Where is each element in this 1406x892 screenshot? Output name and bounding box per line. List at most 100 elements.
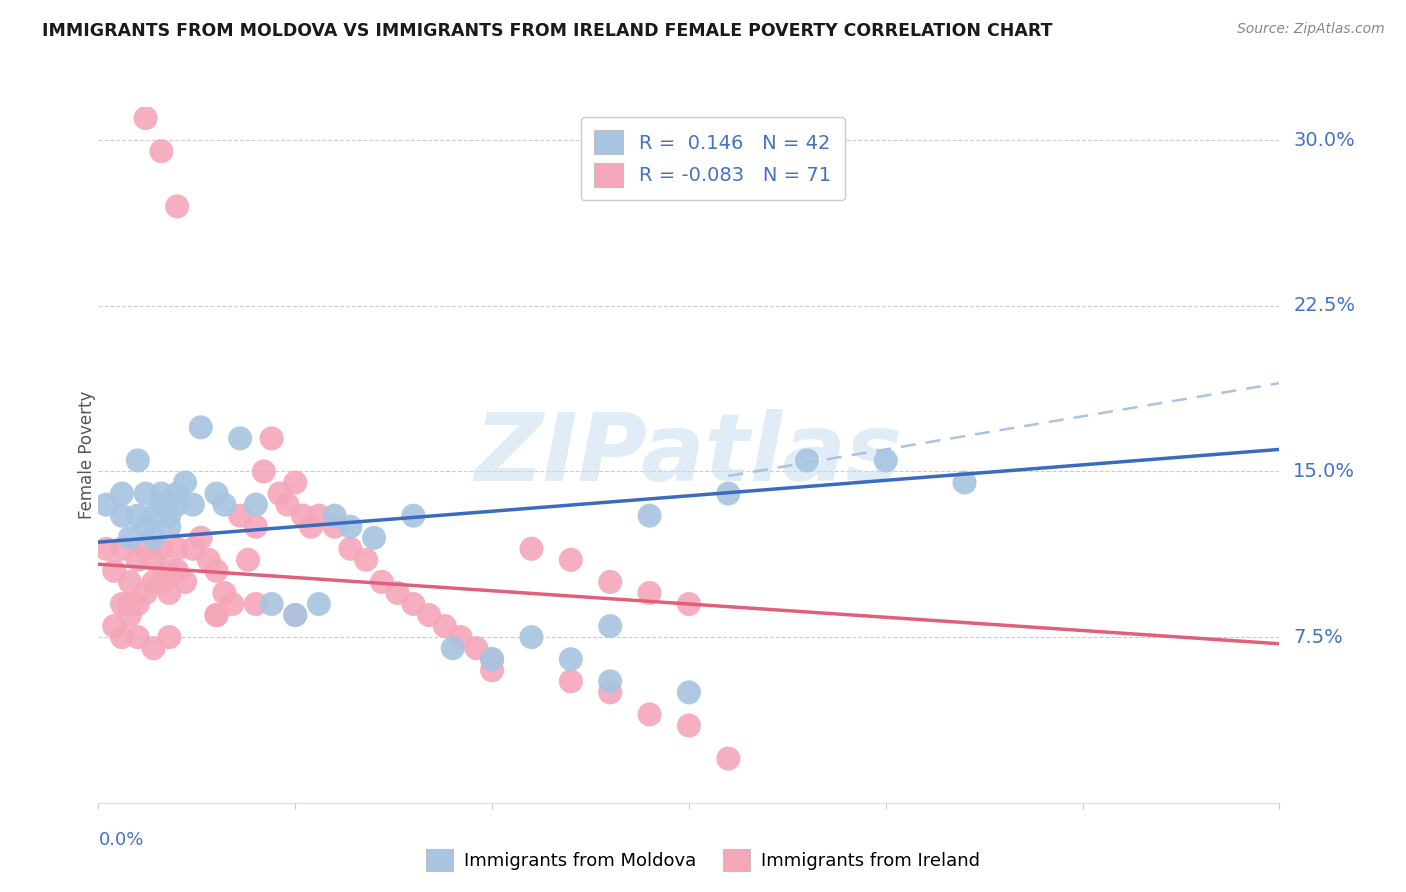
Legend: Immigrants from Moldova, Immigrants from Ireland: Immigrants from Moldova, Immigrants from… bbox=[419, 842, 987, 879]
Point bbox=[174, 475, 197, 490]
Text: IMMIGRANTS FROM MOLDOVA VS IMMIGRANTS FROM IRELAND FEMALE POVERTY CORRELATION CH: IMMIGRANTS FROM MOLDOVA VS IMMIGRANTS FR… bbox=[42, 22, 1053, 40]
Point bbox=[481, 652, 503, 666]
Text: 15.0%: 15.0% bbox=[1294, 462, 1355, 481]
Point bbox=[284, 475, 307, 490]
Point bbox=[560, 674, 582, 689]
Point bbox=[142, 508, 165, 523]
Point bbox=[205, 608, 228, 623]
Point bbox=[157, 630, 180, 644]
Point bbox=[284, 608, 307, 623]
Point bbox=[599, 685, 621, 699]
Point bbox=[371, 574, 394, 589]
Text: Source: ZipAtlas.com: Source: ZipAtlas.com bbox=[1237, 22, 1385, 37]
Text: ZIPatlas: ZIPatlas bbox=[475, 409, 903, 501]
Point bbox=[599, 574, 621, 589]
Point bbox=[387, 586, 409, 600]
Point bbox=[205, 486, 228, 500]
Point bbox=[150, 541, 173, 556]
Point bbox=[150, 498, 173, 512]
Text: 7.5%: 7.5% bbox=[1294, 628, 1343, 647]
Point bbox=[245, 597, 267, 611]
Point bbox=[127, 597, 149, 611]
Point bbox=[205, 608, 228, 623]
Point bbox=[418, 608, 440, 623]
Point bbox=[717, 751, 740, 765]
Point bbox=[157, 586, 180, 600]
Point bbox=[103, 619, 125, 633]
Point bbox=[135, 486, 157, 500]
Point bbox=[276, 498, 298, 512]
Point bbox=[323, 519, 346, 533]
Point bbox=[560, 553, 582, 567]
Point bbox=[111, 597, 134, 611]
Point bbox=[299, 519, 322, 533]
Point bbox=[520, 630, 543, 644]
Point bbox=[253, 465, 276, 479]
Point bbox=[520, 541, 543, 556]
Point bbox=[174, 574, 197, 589]
Point bbox=[166, 498, 188, 512]
Point bbox=[796, 453, 818, 467]
Point bbox=[166, 199, 188, 213]
Point bbox=[118, 574, 141, 589]
Point bbox=[560, 652, 582, 666]
Point bbox=[450, 630, 472, 644]
Text: 22.5%: 22.5% bbox=[1294, 296, 1355, 316]
Point bbox=[339, 541, 361, 556]
Point bbox=[96, 498, 118, 512]
Point bbox=[402, 508, 425, 523]
Point bbox=[260, 597, 283, 611]
Point bbox=[245, 498, 267, 512]
Point bbox=[481, 652, 503, 666]
Point bbox=[181, 541, 204, 556]
Point bbox=[127, 453, 149, 467]
Point bbox=[323, 508, 346, 523]
Point bbox=[221, 597, 243, 611]
Point bbox=[402, 597, 425, 611]
Point bbox=[166, 541, 188, 556]
Point bbox=[214, 498, 236, 512]
Point bbox=[284, 608, 307, 623]
Point bbox=[308, 597, 330, 611]
Point bbox=[135, 586, 157, 600]
Point bbox=[260, 431, 283, 445]
Point bbox=[363, 531, 385, 545]
Point bbox=[166, 486, 188, 500]
Point bbox=[150, 486, 173, 500]
Point bbox=[354, 553, 377, 567]
Point bbox=[142, 641, 165, 656]
Point bbox=[229, 508, 252, 523]
Point bbox=[142, 531, 165, 545]
Point bbox=[269, 486, 291, 500]
Point bbox=[339, 519, 361, 533]
Point bbox=[150, 574, 173, 589]
Point bbox=[118, 597, 141, 611]
Point bbox=[678, 718, 700, 732]
Point bbox=[214, 586, 236, 600]
Point bbox=[717, 486, 740, 500]
Point bbox=[599, 619, 621, 633]
Point bbox=[118, 531, 141, 545]
Point bbox=[441, 641, 464, 656]
Point bbox=[142, 574, 165, 589]
Point bbox=[135, 519, 157, 533]
Point bbox=[190, 420, 212, 434]
Point bbox=[127, 553, 149, 567]
Point bbox=[96, 541, 118, 556]
Text: 30.0%: 30.0% bbox=[1294, 130, 1355, 150]
Point bbox=[236, 553, 259, 567]
Point bbox=[127, 508, 149, 523]
Point bbox=[292, 508, 315, 523]
Point bbox=[638, 508, 661, 523]
Point bbox=[157, 519, 180, 533]
Point bbox=[308, 508, 330, 523]
Point bbox=[190, 531, 212, 545]
Text: 0.0%: 0.0% bbox=[98, 830, 143, 848]
Point bbox=[166, 564, 188, 578]
Point bbox=[157, 508, 180, 523]
Point bbox=[245, 519, 267, 533]
Point bbox=[433, 619, 456, 633]
Point bbox=[181, 498, 204, 512]
Point bbox=[150, 145, 173, 159]
Point bbox=[197, 553, 219, 567]
